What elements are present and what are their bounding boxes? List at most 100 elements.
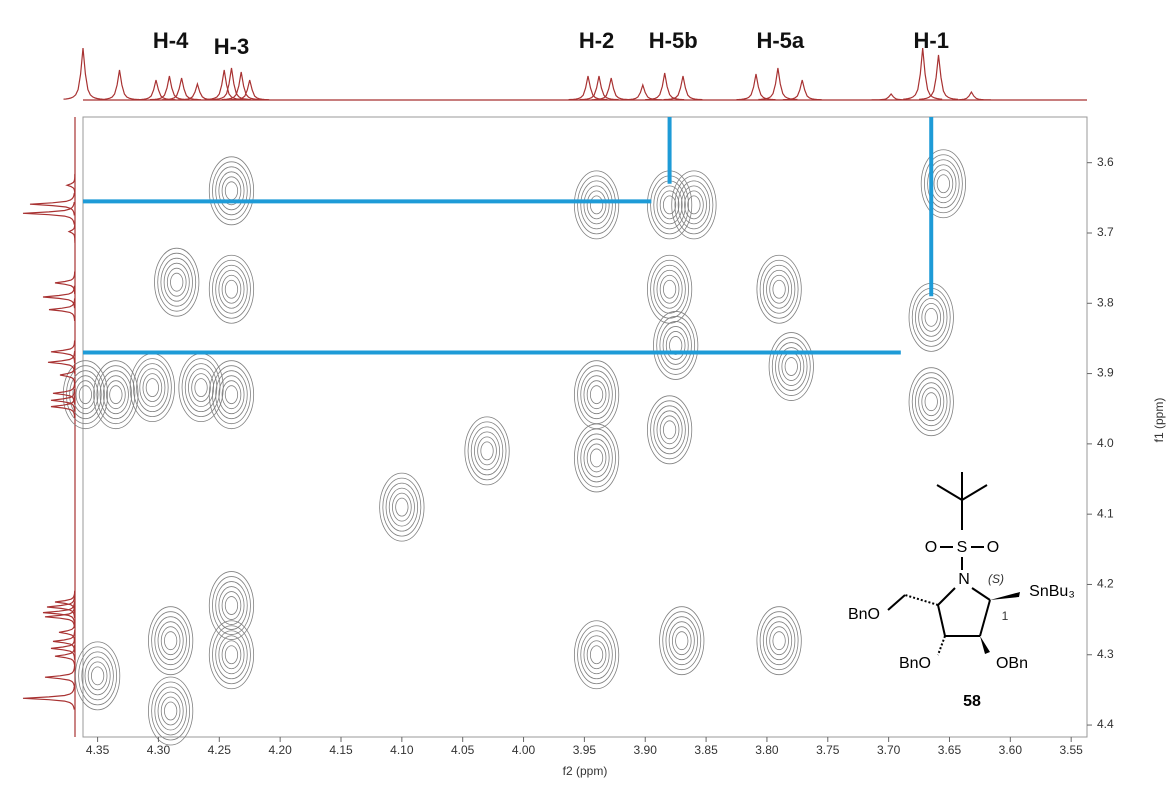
contour-level [665, 331, 686, 360]
group: SnBu₃ [1029, 583, 1075, 600]
contour-level [659, 321, 692, 370]
contour-level [221, 591, 242, 620]
peak [573, 423, 620, 493]
projection-peak [47, 351, 76, 374]
x-tick-label: 4.05 [451, 743, 475, 757]
contour-level [160, 696, 181, 726]
projection-peak [919, 54, 959, 100]
peak [208, 620, 255, 690]
peak [756, 254, 802, 324]
atom: O [925, 539, 937, 556]
peak-label: H-4 [153, 28, 189, 53]
peak [75, 641, 121, 711]
contour-level [580, 433, 613, 483]
peak [379, 472, 425, 542]
projection-peak [65, 173, 76, 197]
x-tick-label: 4.25 [208, 743, 232, 757]
peak-label: H-3 [214, 34, 249, 59]
contour-level [762, 264, 796, 314]
peak-label: H-2 [579, 28, 614, 53]
contours [62, 149, 966, 746]
contour-level [96, 365, 136, 425]
contour-level [662, 279, 677, 299]
y-tick-label: 4.2 [1097, 577, 1114, 591]
contour-level [766, 621, 793, 661]
contour-level [662, 195, 677, 215]
bond [979, 599, 991, 637]
contour-level [142, 373, 163, 403]
locant: 1 [1002, 609, 1009, 623]
contour-level [215, 370, 248, 420]
contour-level [84, 656, 111, 696]
contour-level [208, 156, 255, 226]
contour-level [160, 257, 193, 307]
projection-peak [67, 220, 76, 243]
contour-level [157, 252, 197, 312]
projection-peak [903, 47, 943, 100]
contour-level [75, 380, 96, 410]
projection-peak [99, 69, 140, 101]
projection-peak [579, 75, 619, 101]
contour-level [157, 621, 184, 661]
contour-level [771, 337, 811, 396]
bond [971, 587, 991, 601]
contour-level [215, 581, 248, 630]
contour-level [656, 410, 683, 450]
contour-level [589, 195, 604, 215]
contour-level [573, 423, 620, 493]
contour-level [154, 686, 187, 736]
peak [573, 170, 620, 240]
projection-peak [46, 595, 76, 619]
x-tick-label: 3.60 [999, 743, 1023, 757]
contour-level [784, 357, 798, 376]
contour-level [674, 175, 714, 235]
contour-level [184, 363, 218, 413]
contour-level [659, 190, 680, 220]
contour-level [218, 269, 245, 309]
contour-level [586, 640, 607, 670]
projection-peak [951, 90, 991, 101]
contour-level [212, 365, 251, 425]
peak [148, 606, 194, 676]
contour-level [573, 620, 620, 690]
contour-level [132, 358, 172, 418]
contour-level [154, 247, 200, 317]
projection-peak [230, 79, 270, 101]
contour-level [769, 274, 789, 304]
contour-level [573, 170, 620, 240]
contour-level [212, 576, 251, 635]
peak [93, 360, 139, 430]
peak [908, 367, 954, 437]
contour-level [151, 681, 191, 741]
contour-level [212, 259, 251, 319]
contour-level [224, 385, 239, 405]
contour-level [218, 375, 245, 415]
atom: O [987, 539, 999, 556]
y-tick-label: 3.7 [1097, 225, 1114, 239]
contour-level [148, 606, 194, 676]
contour-level [772, 631, 786, 651]
contour-level [208, 254, 255, 324]
projection-peak [221, 71, 261, 101]
contour-level [921, 302, 942, 332]
peak [208, 254, 255, 324]
contour-level [687, 195, 701, 215]
contour-level [580, 370, 613, 420]
bond [904, 594, 939, 606]
contour-level [656, 185, 683, 225]
x-tick-label: 4.20 [268, 743, 292, 757]
contour-level [589, 645, 604, 665]
x-axis-label: f2 (ppm) [563, 764, 608, 778]
projection-peak [50, 388, 76, 412]
contour-level [756, 606, 802, 676]
x-tick-label: 4.30 [147, 743, 171, 757]
y-tick-label: 4.1 [1097, 506, 1114, 520]
contour-level [480, 441, 494, 461]
y-tick-label: 4.0 [1097, 436, 1114, 450]
contour-level [920, 149, 966, 219]
contour-level [224, 645, 239, 665]
contour-level [577, 175, 616, 235]
projection-peak [42, 601, 76, 624]
peak [154, 247, 200, 317]
projection-peak [736, 73, 776, 101]
